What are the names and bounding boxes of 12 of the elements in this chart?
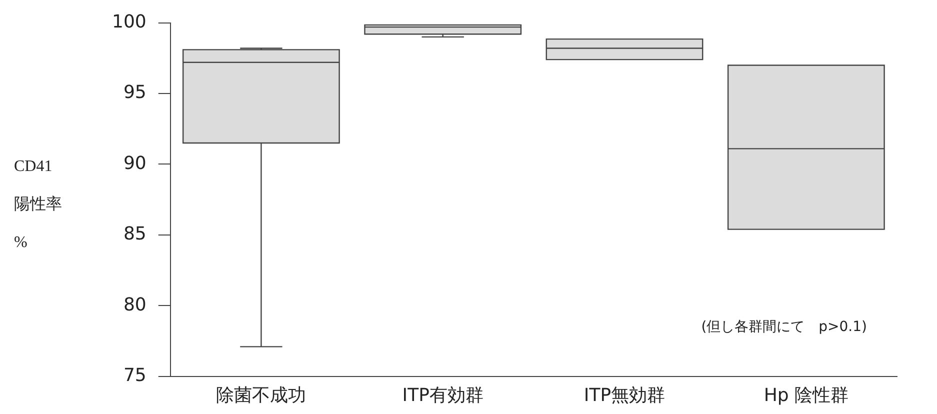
x-tick-label: ITP無効群 [584, 384, 666, 406]
y-tick-label: 80 [123, 294, 146, 316]
y-tick-label: 85 [123, 224, 146, 245]
annotation: (但し各群間にて p>0.1) [701, 318, 867, 336]
text: CD41 陽性率 % [14, 158, 62, 251]
x-tick-label: 除菌不成功 [216, 384, 306, 406]
x-tick-label: Hp 陰性群 [764, 384, 849, 406]
y-tick-label: 90 [123, 152, 146, 174]
y-tick-label: 75 [123, 365, 146, 386]
x-tick-label: ITP有効群 [402, 384, 484, 406]
y-tick-label: 100 [112, 11, 146, 32]
y-tick-label: 95 [123, 82, 146, 104]
